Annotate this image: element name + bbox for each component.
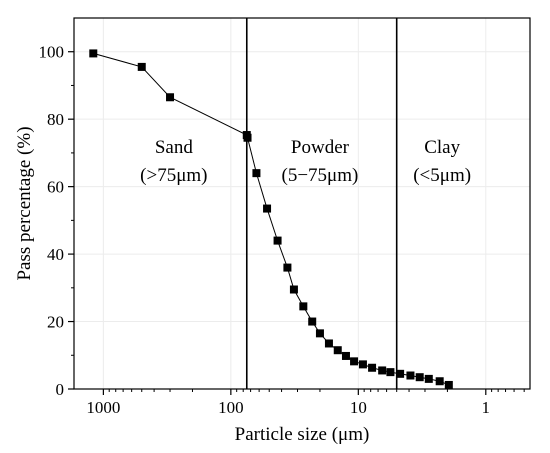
x-tick-label: 1000 bbox=[86, 398, 120, 417]
region-dividers bbox=[245, 18, 398, 389]
y-axis-ticks: 0 20 40 60 80 100 bbox=[39, 43, 74, 399]
data-point bbox=[333, 346, 342, 355]
data-point bbox=[350, 357, 359, 366]
x-tick-label: 1 bbox=[482, 398, 491, 417]
data-point bbox=[415, 373, 424, 382]
grid bbox=[74, 18, 530, 389]
region-label: Powder bbox=[291, 137, 350, 158]
data-point bbox=[252, 169, 261, 178]
data-point bbox=[386, 368, 395, 377]
y-tick-label: 0 bbox=[56, 380, 65, 399]
data-point bbox=[315, 329, 324, 338]
data-point bbox=[299, 302, 308, 311]
data-point bbox=[444, 380, 453, 389]
data-point bbox=[368, 363, 377, 372]
data-point bbox=[378, 366, 387, 375]
data-point bbox=[396, 369, 405, 378]
x-tick-label: 10 bbox=[350, 398, 367, 417]
y-tick-label: 20 bbox=[47, 313, 64, 332]
x-axis-label: Particle size (μm) bbox=[235, 424, 370, 445]
data-points bbox=[89, 49, 453, 389]
y-axis-label: Pass percentage (%) bbox=[14, 126, 35, 280]
region-sublabel: (>75μm) bbox=[140, 165, 207, 186]
data-point bbox=[273, 236, 282, 245]
data-line bbox=[93, 52, 450, 386]
region-label: Clay bbox=[424, 137, 460, 158]
region-sublabel: (5−75μm) bbox=[282, 165, 359, 186]
y-tick-label: 100 bbox=[39, 43, 65, 62]
y-tick-label: 40 bbox=[47, 245, 64, 264]
data-point bbox=[283, 263, 292, 272]
x-tick-label: 100 bbox=[218, 398, 244, 417]
y-tick-label: 60 bbox=[47, 178, 64, 197]
y-tick-label: 80 bbox=[47, 110, 64, 129]
data-point bbox=[324, 339, 333, 348]
data-point bbox=[166, 93, 175, 102]
data-point bbox=[435, 377, 444, 386]
region-labels: Sand (>75μm) Powder (5−75μm) Clay (<5μm) bbox=[140, 137, 471, 186]
series-line bbox=[93, 52, 450, 386]
data-point bbox=[263, 204, 272, 213]
x-axis-ticks: 1000 100 10 1 bbox=[86, 389, 525, 417]
data-point bbox=[406, 371, 415, 380]
data-point bbox=[137, 62, 146, 71]
data-point bbox=[358, 360, 367, 369]
data-point bbox=[89, 49, 98, 58]
data-point bbox=[341, 351, 350, 360]
data-point bbox=[289, 285, 298, 294]
data-point bbox=[308, 317, 317, 326]
region-label: Sand bbox=[155, 137, 194, 158]
region-sublabel: (<5μm) bbox=[413, 165, 471, 186]
data-point bbox=[424, 374, 433, 383]
plot-frame bbox=[73, 17, 531, 390]
data-point bbox=[243, 133, 252, 142]
